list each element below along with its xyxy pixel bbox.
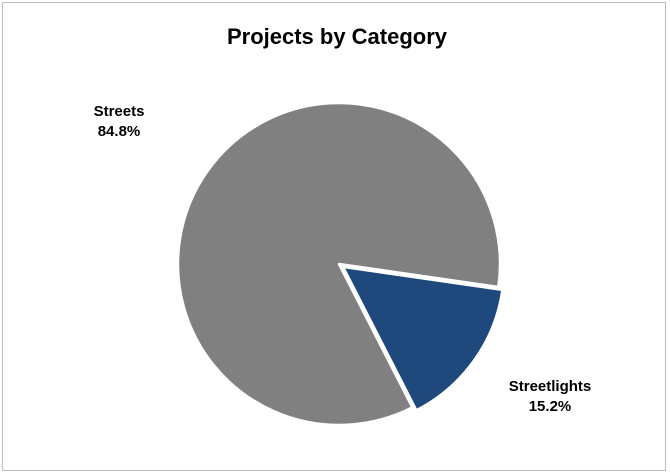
slice-label-value-streetlights: 15.2% (529, 398, 572, 415)
pie-slices (176, 101, 504, 427)
pie-slice-streetlights (341, 265, 504, 412)
slice-label-name-streets: Streets (94, 103, 145, 120)
slice-labels: Streets 84.8% Streetlights 15.2% (94, 103, 592, 415)
chart-title: Projects by Category (227, 24, 448, 49)
slice-label-value-streets: 84.8% (98, 123, 141, 140)
pie-slice-streets (176, 101, 502, 427)
slice-label-name-streetlights: Streetlights (509, 378, 592, 395)
